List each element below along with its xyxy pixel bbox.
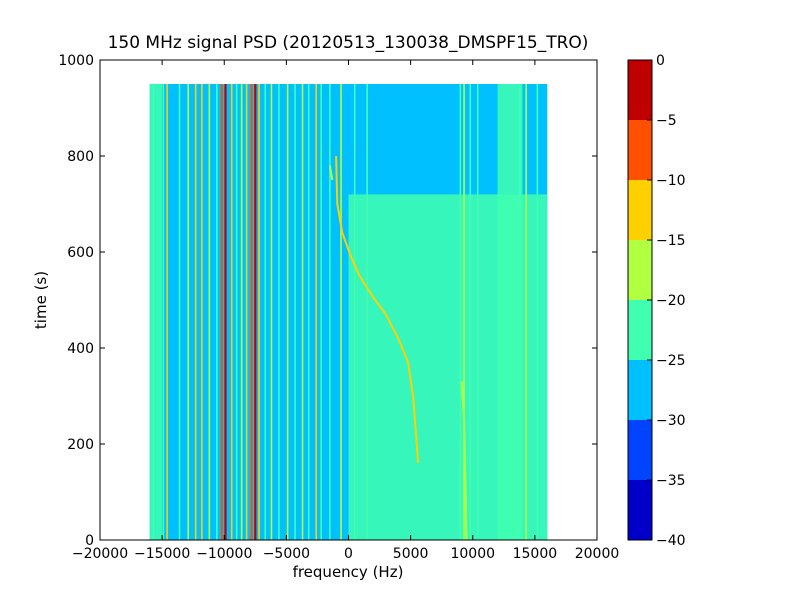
doppler-trace	[335, 155, 420, 464]
psd-heatmap	[149, 84, 548, 540]
x-tick-label: 20000	[575, 546, 620, 562]
colorbar-tick-label: −25	[656, 353, 686, 369]
colorbar-segment	[628, 240, 652, 300]
colorbar-segment	[628, 180, 652, 240]
y-tick-label: 800	[67, 149, 94, 165]
y-tick-label: 1000	[58, 53, 94, 69]
colorbar-tick-label: −35	[656, 473, 686, 489]
colorbar-segment	[628, 420, 652, 480]
colorbar-tick-label: −30	[656, 413, 686, 429]
x-tick-label: −10000	[196, 546, 252, 562]
colorbar-segment	[628, 120, 652, 180]
x-tick-label: 0	[344, 546, 353, 562]
x-tick-label: 15000	[513, 546, 558, 562]
x-tick-label: 10000	[450, 546, 495, 562]
x-tick-label: 5000	[393, 546, 429, 562]
colorbar: 0 −5 −10 −15 −20 −25 −30 −35 −40	[627, 53, 686, 549]
doppler-trace	[460, 381, 468, 540]
heatmap-region	[497, 84, 523, 540]
y-tick-label: 600	[67, 245, 94, 261]
x-tick-label: −15000	[134, 546, 190, 562]
colorbar-tick-label: −5	[656, 113, 677, 129]
colorbar-segment	[628, 300, 652, 360]
y-axis: 0 200 400 600 800 1000	[58, 53, 597, 549]
x-tick-label: −5000	[263, 546, 310, 562]
x-axis-label: frequency (Hz)	[293, 563, 404, 581]
colorbar-tick-label: −10	[656, 173, 686, 189]
doppler-trace	[328, 165, 334, 181]
y-tick-label: 0	[85, 533, 94, 549]
colorbar-tick-label: −15	[656, 233, 686, 249]
y-tick-label: 400	[67, 341, 94, 357]
x-tick-label: −20000	[72, 546, 128, 562]
x-axis: −20000 −15000 −10000 −5000 0 5000 10000 15000 20…	[72, 60, 619, 562]
colorbar-tick-label: −40	[656, 533, 686, 549]
colorbar-segment	[628, 480, 652, 540]
heatmap-region	[149, 84, 163, 540]
chart-title: 150 MHz signal PSD (20120513_130038_DMSP…	[108, 33, 589, 53]
colorbar-segment	[628, 60, 652, 120]
y-axis-label: time (s)	[32, 271, 50, 329]
colorbar-tick-label: 0	[656, 53, 665, 69]
y-tick-label: 200	[67, 437, 94, 453]
colorbar-segment	[628, 360, 652, 420]
colorbar-tick-label: −20	[656, 293, 686, 309]
